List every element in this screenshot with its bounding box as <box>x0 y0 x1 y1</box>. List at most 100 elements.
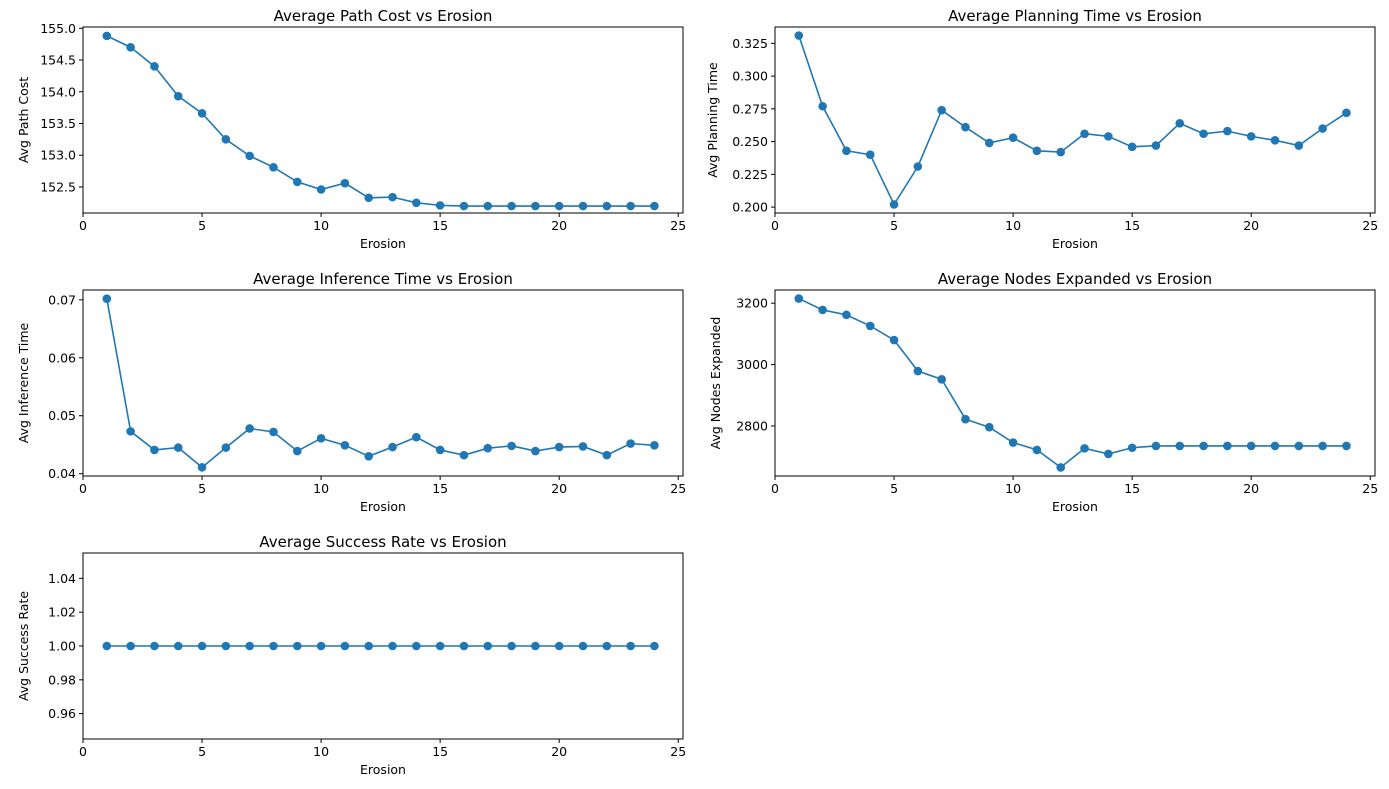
chart-title-success-rate: Average Success Rate vs Erosion <box>259 533 506 551</box>
x-axis-label-inference-time: Erosion <box>360 499 406 514</box>
data-point <box>1127 142 1137 152</box>
y-tick-label: 1.04 <box>48 571 76 586</box>
data-point <box>435 445 445 455</box>
data-point <box>984 422 994 432</box>
x-tick-label: 25 <box>670 481 686 496</box>
data-point <box>602 641 612 651</box>
data-point <box>865 321 875 331</box>
y-tick-label: 154.0 <box>40 84 76 99</box>
data-point <box>1318 441 1327 451</box>
x-tick-label: 10 <box>1005 481 1021 496</box>
data-point <box>269 641 278 651</box>
x-tick-label: 10 <box>1005 218 1021 233</box>
data-point <box>794 31 804 40</box>
data-point <box>1032 445 1042 455</box>
data-point <box>102 294 112 303</box>
x-tick-label: 15 <box>1124 481 1140 496</box>
data-point <box>1008 438 1018 447</box>
series-line-planning-time <box>798 35 1347 207</box>
x-tick-label: 0 <box>79 481 87 496</box>
data-point <box>626 641 635 651</box>
data-point <box>292 641 302 651</box>
data-point <box>221 443 231 452</box>
chart-planning-time: Average Planning Time vs Erosion 0 5 10 15 20… <box>705 7 1378 251</box>
data-point <box>865 150 875 160</box>
data-point <box>221 135 231 144</box>
data-point <box>459 450 469 460</box>
data-point <box>578 201 588 211</box>
series-line-nodes-expanded <box>798 297 1347 469</box>
data-point <box>1223 126 1232 136</box>
plot-area-planning-time <box>774 26 1376 214</box>
data-point <box>412 641 421 651</box>
data-point <box>483 201 493 211</box>
y-tick-label: 0.225 <box>732 167 768 182</box>
data-point <box>1342 108 1351 118</box>
data-point <box>483 641 493 651</box>
x-tick-label: 20 <box>1243 481 1259 496</box>
data-point <box>1294 441 1304 451</box>
y-tick-label: 154.5 <box>40 53 76 68</box>
data-point <box>388 192 397 202</box>
x-tick-label: 25 <box>1362 218 1378 233</box>
data-point <box>435 641 445 651</box>
data-point <box>126 43 135 52</box>
data-point <box>316 185 326 194</box>
data-point <box>1270 136 1280 145</box>
data-point <box>842 146 851 156</box>
x-tick-label: 20 <box>551 744 567 759</box>
data-point <box>1151 441 1161 451</box>
data-point <box>984 138 994 148</box>
data-point <box>913 366 923 376</box>
data-point <box>292 446 302 456</box>
data-point <box>126 427 135 436</box>
y-tick-label: 1.00 <box>48 639 76 654</box>
data-point <box>269 162 278 172</box>
y-tick-label: 3200 <box>736 296 768 311</box>
data-point <box>961 414 970 424</box>
data-point <box>340 641 350 651</box>
y-axis-label-inference-time: Avg Inference Time <box>16 322 31 443</box>
data-point <box>1342 441 1351 451</box>
x-tick-label: 25 <box>670 744 686 759</box>
data-point <box>794 294 804 303</box>
y-tick-label: 0.200 <box>732 200 768 215</box>
y-tick-label: 2800 <box>736 418 768 433</box>
data-point <box>1318 124 1327 133</box>
data-point <box>102 31 112 41</box>
chart-title-inference-time: Average Inference Time vs Erosion <box>253 270 513 288</box>
data-point <box>1032 146 1042 156</box>
y-tick-label: 0.96 <box>48 706 76 721</box>
data-point <box>269 427 278 437</box>
data-point <box>554 641 564 651</box>
data-point <box>388 641 397 651</box>
y-axis-label-planning-time: Avg Planning Time <box>705 62 720 178</box>
y-tick-label: 3000 <box>736 357 768 372</box>
y-axis-label-success-rate: Avg Success Rate <box>16 591 31 701</box>
data-point <box>1175 118 1185 128</box>
data-point <box>602 201 612 211</box>
data-point <box>126 641 135 651</box>
data-point <box>150 445 159 455</box>
data-point <box>316 641 326 651</box>
chart-nodes-expanded: Average Nodes Expanded vs Erosion 0 5 10 15 2… <box>708 270 1378 514</box>
data-point <box>1223 441 1232 451</box>
chart-title-nodes-expanded: Average Nodes Expanded vs Erosion <box>938 270 1212 288</box>
y-tick-label: 152.5 <box>40 179 76 194</box>
data-point <box>889 200 899 209</box>
data-point <box>102 641 112 651</box>
data-point <box>554 442 564 452</box>
data-point <box>650 201 659 211</box>
data-point <box>1008 133 1018 142</box>
data-point <box>531 201 540 211</box>
y-tick-label: 0.05 <box>48 408 76 423</box>
x-axis-label-planning-time: Erosion <box>1052 236 1098 251</box>
data-point <box>197 463 207 472</box>
x-tick-label: 10 <box>313 744 329 759</box>
y-tick-label: 0.04 <box>48 466 76 481</box>
x-tick-label: 10 <box>313 218 329 233</box>
data-point <box>937 105 946 115</box>
chart-success-rate: Average Success Rate vs Erosion 0 5 10 15 20 2… <box>16 533 686 777</box>
x-tick-label: 0 <box>79 744 87 759</box>
series-line-inference-time <box>106 298 655 469</box>
